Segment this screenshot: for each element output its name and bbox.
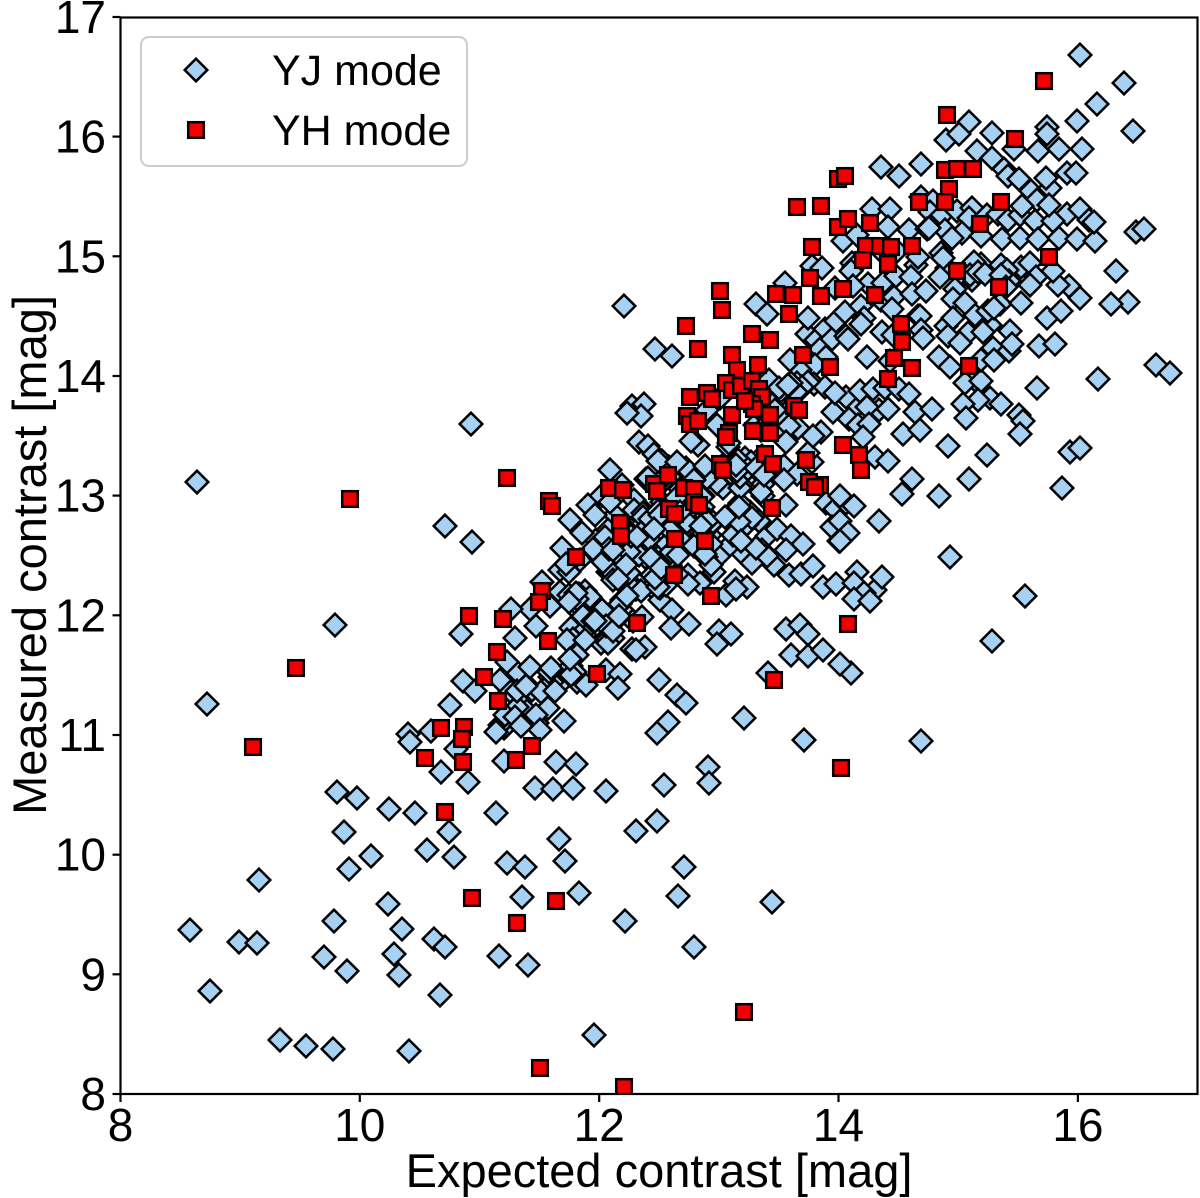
svg-text:9: 9 — [80, 948, 106, 1000]
svg-text:8: 8 — [80, 1068, 106, 1120]
svg-text:16: 16 — [55, 111, 106, 163]
svg-text:17: 17 — [55, 0, 106, 43]
svg-text:YH mode: YH mode — [272, 107, 451, 155]
svg-text:12: 12 — [55, 589, 106, 641]
svg-text:15: 15 — [55, 230, 106, 282]
svg-text:Expected contrast [mag]: Expected contrast [mag] — [406, 1144, 913, 1197]
svg-text:8: 8 — [108, 1099, 134, 1151]
svg-text:14: 14 — [55, 350, 106, 402]
svg-text:Measured contrast [mag]: Measured contrast [mag] — [3, 295, 56, 815]
svg-text:10: 10 — [334, 1099, 385, 1151]
svg-text:14: 14 — [813, 1099, 864, 1151]
svg-text:16: 16 — [1052, 1099, 1103, 1151]
svg-text:11: 11 — [58, 709, 106, 761]
svg-text:YJ mode: YJ mode — [272, 47, 442, 95]
svg-text:12: 12 — [574, 1099, 625, 1151]
svg-text:13: 13 — [55, 470, 106, 522]
svg-text:10: 10 — [55, 829, 106, 881]
